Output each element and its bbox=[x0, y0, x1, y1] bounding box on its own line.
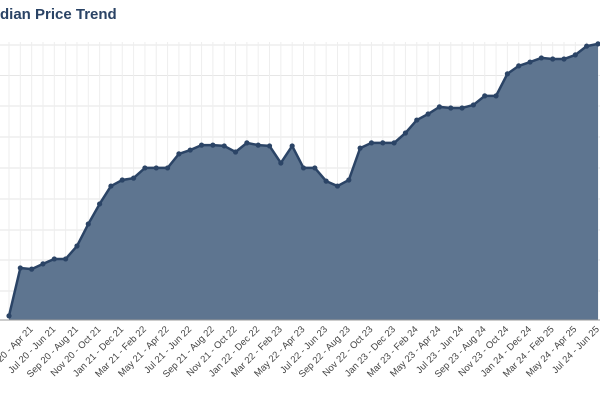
point bbox=[414, 117, 420, 123]
point bbox=[391, 140, 397, 146]
point bbox=[357, 145, 363, 151]
point bbox=[504, 71, 510, 77]
point bbox=[368, 140, 375, 146]
point bbox=[527, 59, 533, 65]
point bbox=[74, 243, 80, 249]
point bbox=[538, 55, 544, 61]
point bbox=[346, 177, 352, 183]
point bbox=[482, 93, 488, 99]
point bbox=[232, 149, 239, 155]
point bbox=[312, 165, 318, 171]
point bbox=[130, 175, 137, 181]
point bbox=[266, 143, 273, 149]
point bbox=[289, 143, 295, 149]
point bbox=[176, 151, 182, 157]
point bbox=[300, 165, 307, 171]
point bbox=[584, 43, 590, 49]
point bbox=[380, 140, 386, 146]
point bbox=[97, 201, 103, 207]
point bbox=[278, 160, 284, 166]
point bbox=[550, 56, 556, 62]
point bbox=[561, 56, 567, 62]
point bbox=[323, 178, 329, 184]
point bbox=[436, 104, 443, 110]
point bbox=[402, 130, 409, 136]
point bbox=[6, 313, 12, 319]
point bbox=[119, 177, 125, 183]
point bbox=[448, 105, 454, 111]
point bbox=[595, 41, 600, 47]
chart-title: dian Price Trend bbox=[0, 6, 117, 23]
point bbox=[255, 142, 261, 148]
point bbox=[108, 183, 114, 189]
point bbox=[516, 63, 522, 69]
point bbox=[572, 52, 578, 58]
point bbox=[221, 143, 227, 149]
point bbox=[425, 111, 431, 117]
point bbox=[17, 265, 23, 271]
point bbox=[142, 165, 148, 171]
point bbox=[493, 93, 499, 99]
point bbox=[187, 147, 193, 153]
point bbox=[85, 221, 91, 227]
point bbox=[459, 105, 465, 111]
point bbox=[210, 142, 216, 148]
point bbox=[244, 140, 250, 146]
point bbox=[40, 261, 46, 267]
area bbox=[9, 43, 598, 321]
point bbox=[198, 142, 205, 148]
point bbox=[63, 256, 69, 262]
point bbox=[470, 102, 477, 108]
point bbox=[29, 266, 35, 272]
point bbox=[334, 183, 341, 189]
point bbox=[153, 165, 159, 171]
point bbox=[164, 165, 171, 171]
point bbox=[51, 256, 57, 262]
